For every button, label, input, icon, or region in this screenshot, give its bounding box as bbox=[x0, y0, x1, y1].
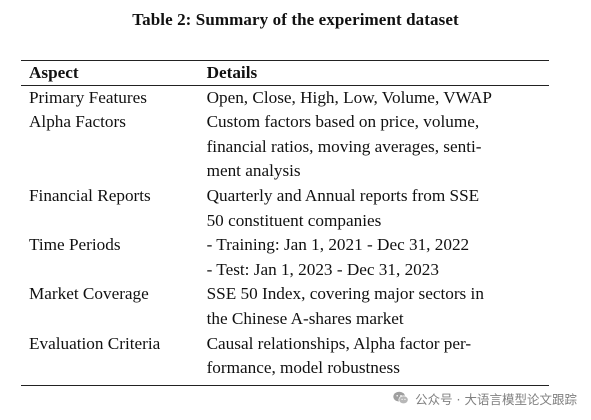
cell-details: Quarterly and Annual reports from SSE 50 … bbox=[207, 184, 549, 233]
table-row: Market Coverage SSE 50 Index, covering ma… bbox=[21, 282, 549, 331]
detail-line: Open, Close, High, Low, Volume, VWAP bbox=[206, 87, 492, 107]
detail-line: SSE 50 Index, covering major sectors in bbox=[206, 284, 484, 304]
detail-line: Custom factors based on price, volume, bbox=[206, 112, 480, 132]
detail-line: formance, model robustness bbox=[206, 358, 400, 378]
header-rule bbox=[21, 85, 549, 86]
detail-line: the Chinese A-shares market bbox=[206, 308, 404, 328]
cell-aspect: Financial Reports bbox=[29, 185, 151, 205]
table-row: Alpha Factors Custom factors based on pri… bbox=[21, 110, 549, 184]
top-rule bbox=[21, 60, 549, 62]
cell-details: Open, Close, High, Low, Volume, VWAP bbox=[207, 86, 549, 111]
detail-line: ment analysis bbox=[206, 161, 301, 181]
table-row: Evaluation Criteria Causal relationships,… bbox=[21, 332, 549, 381]
detail-line: Quarterly and Annual reports from SSE bbox=[206, 185, 480, 205]
header-aspect: Aspect bbox=[29, 63, 79, 82]
cell-details: Causal relationships, Alpha factor per-f… bbox=[207, 332, 549, 381]
detail-line: - Training: Jan 1, 2021 - Dec 31, 2022 bbox=[206, 235, 470, 255]
detail-line: 50 constituent companies bbox=[206, 210, 382, 230]
watermark: 公众号 · 大语言模型论文跟踪 bbox=[392, 387, 577, 409]
detail-line: financial ratios, moving averages, senti… bbox=[206, 136, 482, 156]
header-details: Details bbox=[206, 63, 258, 82]
table-row: Financial Reports Quarterly and Annual re… bbox=[21, 184, 549, 233]
watermark-text: 公众号 · 大语言模型论文跟踪 bbox=[415, 391, 577, 407]
table-row: Time Periods - Training: Jan 1, 2021 - De… bbox=[21, 233, 549, 282]
cell-details: - Training: Jan 1, 2021 - Dec 31, 2022 - … bbox=[207, 233, 549, 282]
cell-aspect: Alpha Factors bbox=[29, 112, 126, 132]
cell-aspect: Primary Features bbox=[29, 87, 147, 107]
detail-line: - Test: Jan 1, 2023 - Dec 31, 2023 bbox=[206, 259, 439, 279]
cell-details: SSE 50 Index, covering major sectors in t… bbox=[207, 282, 549, 331]
cell-details: Custom factors based on price, volume, fi… bbox=[207, 110, 549, 184]
detail-line: Causal relationships, Alpha factor per- bbox=[206, 333, 472, 353]
cell-aspect: Time Periods bbox=[29, 235, 121, 255]
table-header-row: Aspect Details bbox=[21, 61, 549, 86]
cell-aspect: Market Coverage bbox=[29, 284, 149, 304]
bottom-rule bbox=[21, 385, 549, 387]
table-caption: Table 2: Summary of the experiment datas… bbox=[132, 10, 459, 29]
wechat-icon bbox=[393, 391, 409, 405]
dataset-summary-table: Aspect Details Primary Features Open, Clo… bbox=[21, 61, 549, 381]
cell-aspect: Evaluation Criteria bbox=[29, 333, 161, 353]
table-row: Primary Features Open, Close, High, Low, … bbox=[21, 86, 549, 111]
